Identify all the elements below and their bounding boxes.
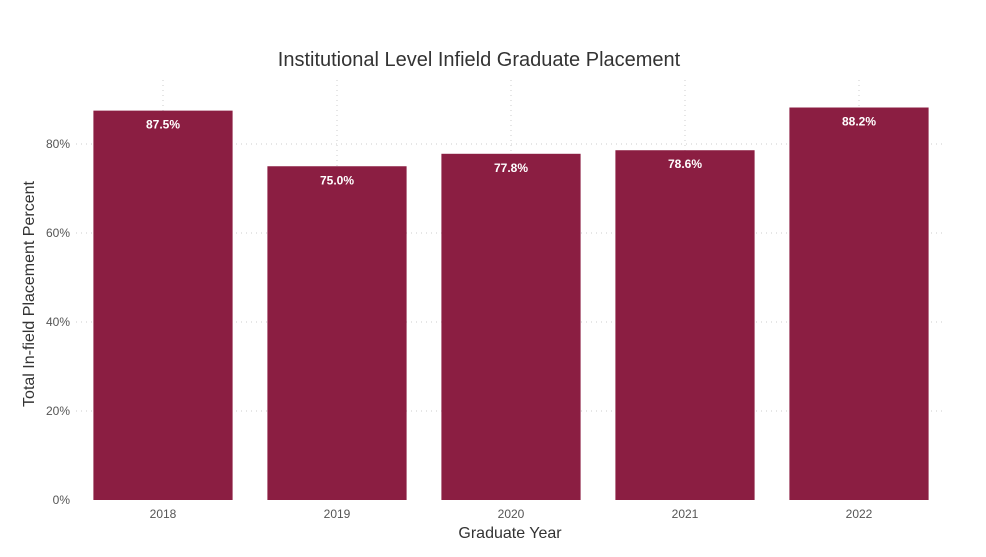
x-axis-ticks: 2018 2019 2020 2021 2022 [150,507,873,521]
y-axis-ticks: 0% 20% 40% 60% 80% [46,137,70,507]
data-label-2022: 88.2% [842,115,876,129]
bar-labels: 87.5% 75.0% 77.8% 78.6% 88.2% [146,115,876,188]
bar-2021[interactable] [615,150,755,501]
y-tick-label: 80% [46,137,70,151]
y-axis-title: Total In-field Placement Percent [21,181,38,407]
bar-2022[interactable] [789,107,929,500]
bar-2018[interactable] [93,110,233,500]
data-label-2021: 78.6% [668,157,702,171]
data-label-2019: 75.0% [320,173,354,187]
bar-2020[interactable] [441,153,581,501]
x-tick-label: 2020 [498,507,525,521]
data-label-2018: 87.5% [146,118,180,132]
bar-2019[interactable] [267,166,407,500]
bars [93,107,929,501]
y-tick-label: 40% [46,315,70,329]
y-tick-label: 0% [53,493,71,507]
y-tick-label: 20% [46,404,70,418]
x-tick-label: 2018 [150,507,177,521]
x-tick-label: 2021 [672,507,699,521]
x-tick-label: 2019 [324,507,351,521]
chart-title: Institutional Level Infield Graduate Pla… [278,49,681,71]
data-label-2020: 77.8% [494,161,528,175]
x-tick-label: 2022 [846,507,873,521]
y-tick-label: 60% [46,226,70,240]
x-axis-title: Graduate Year [458,525,562,542]
